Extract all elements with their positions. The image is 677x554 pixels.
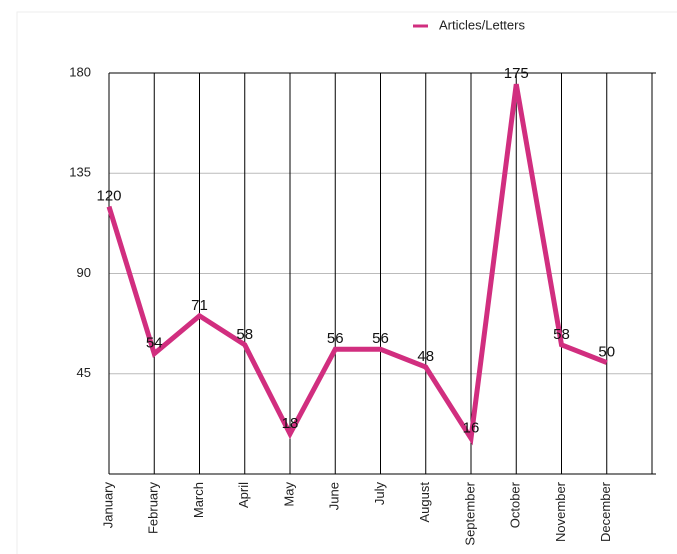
data-label: 175	[504, 65, 529, 82]
y-tick-label: 45	[77, 365, 91, 380]
x-tick-label: September	[462, 481, 477, 545]
data-label: 120	[96, 188, 121, 205]
x-tick-label: August	[417, 482, 432, 523]
x-tick-label: June	[327, 482, 342, 510]
x-tick-label: November	[553, 481, 568, 542]
line	[106, 83, 608, 446]
x-tick-label: January	[100, 482, 115, 529]
data-label: 48	[417, 348, 434, 365]
data-label: 18	[282, 415, 299, 432]
data-label: 56	[372, 330, 389, 347]
y-tick-label: 180	[69, 64, 91, 79]
frame	[16, 11, 677, 554]
data-label: 58	[553, 326, 570, 343]
data-label: 50	[598, 344, 615, 361]
x-tick-label: February	[146, 482, 161, 535]
x-tick-label: March	[191, 482, 206, 518]
x-tick-label: December	[598, 481, 613, 542]
data-label: 56	[327, 330, 344, 347]
y-tick-label: 135	[69, 165, 91, 180]
x-tick-label: July	[372, 482, 387, 506]
x-tick-label: October	[508, 481, 523, 528]
data-label: 16	[463, 419, 480, 436]
legend-label: Articles/Letters	[439, 17, 525, 32]
y-tick-label: 90	[77, 265, 91, 280]
data-label: 54	[146, 335, 163, 352]
x-tick-label: April	[236, 482, 251, 508]
data-label: 58	[236, 326, 253, 343]
x-tick-label: May	[281, 482, 296, 507]
data-label: 71	[191, 297, 208, 314]
